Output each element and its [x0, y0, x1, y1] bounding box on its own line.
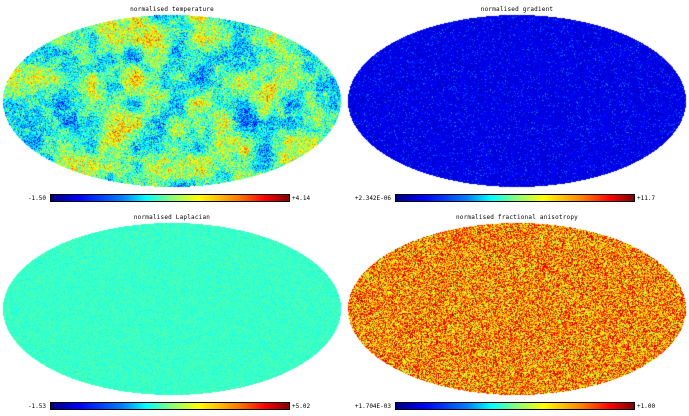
- panel-title: normalised fractional anisotropy: [456, 214, 578, 221]
- colorbar-gradient: [50, 402, 290, 410]
- colorbar-gradient: [50, 194, 290, 202]
- colorbar-min-label: -1.53: [27, 403, 46, 410]
- panel-title: normalised Laplacian: [133, 214, 211, 221]
- colorbar-max-label: +4.14: [292, 195, 311, 202]
- colorbar-gradient: [395, 194, 635, 202]
- panel-fractional-anisotropy: normalised fractional anisotropy +1.704E…: [345, 208, 689, 416]
- panel-title: normalised gradient: [480, 6, 554, 13]
- mollweide-map-gradient: [347, 14, 687, 188]
- colorbar-max-label: +1.00: [637, 403, 656, 410]
- mollweide-map-laplacian: [2, 222, 342, 396]
- colorbar-max-label: +11.7: [637, 195, 656, 202]
- colorbar: +1.704E-03 +1.00: [345, 402, 689, 412]
- panel-temperature: normalised temperature -1.50 +4.14: [0, 0, 344, 208]
- panel-gradient: normalised gradient +2.342E-06 +11.7: [345, 0, 689, 208]
- colorbar: +2.342E-06 +11.7: [345, 194, 689, 204]
- colorbar-min-label: -1.50: [27, 195, 46, 202]
- mollweide-map-temperature: [2, 14, 342, 188]
- panel-title: normalised temperature: [130, 6, 214, 13]
- colorbar-gradient: [395, 402, 635, 410]
- colorbar-min-label: +1.704E-03: [354, 403, 391, 410]
- colorbar: -1.53 +5.02: [0, 402, 344, 412]
- mollweide-map-anisotropy: [347, 222, 687, 396]
- panel-laplacian: normalised Laplacian -1.53 +5.02: [0, 208, 344, 416]
- colorbar-min-label: +2.342E-06: [354, 195, 391, 202]
- colorbar: -1.50 +4.14: [0, 194, 344, 204]
- colorbar-max-label: +5.02: [292, 403, 311, 410]
